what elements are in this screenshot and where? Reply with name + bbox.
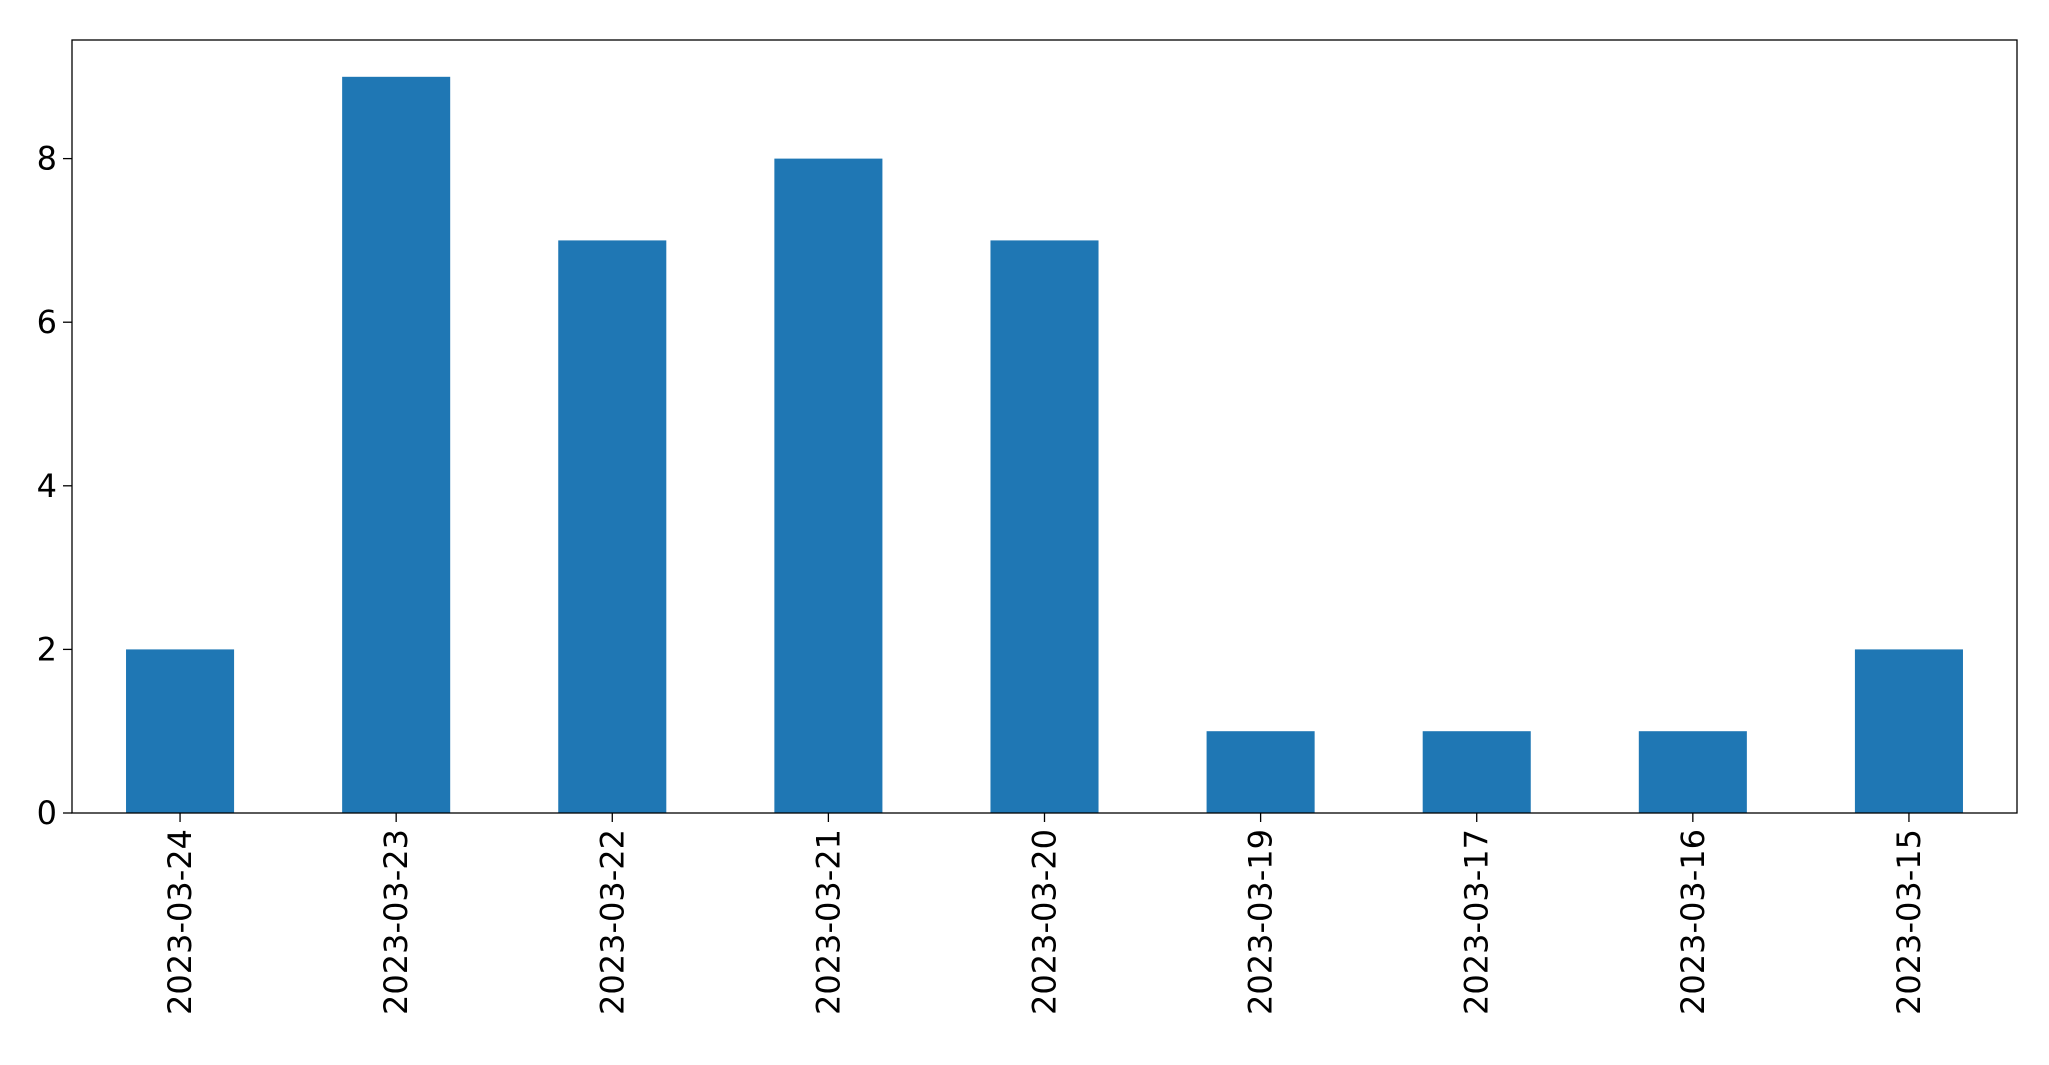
x-tick-label: 2023-03-22: [593, 829, 631, 1015]
x-axis: 2023-03-24 2023-03-23 2023-03-22 2023-03-21…: [161, 813, 1928, 1015]
x-tick-label: 2023-03-24: [161, 829, 199, 1015]
x-tick-label: 2023-03-16: [1674, 829, 1712, 1015]
bar-2023-03-22: [558, 240, 667, 813]
x-tick-label: 2023-03-20: [1026, 829, 1064, 1015]
x-tick-label: 2023-03-15: [1890, 829, 1928, 1015]
y-tick-label: 4: [37, 467, 57, 505]
y-tick-label: 0: [37, 794, 57, 832]
plot-frame: [71, 39, 2018, 814]
bar-2023-03-21: [774, 158, 883, 813]
bars-group: [126, 76, 1963, 814]
y-axis: 0 2 4 6 8: [37, 140, 72, 832]
bar-2023-03-16: [1638, 731, 1747, 813]
x-tick-label: 2023-03-17: [1458, 829, 1496, 1015]
y-tick-label: 8: [37, 140, 57, 178]
y-tick-label: 2: [37, 630, 57, 668]
bar-2023-03-24: [126, 649, 235, 813]
bar-2023-03-20: [990, 240, 1099, 813]
bar-2023-03-15: [1854, 649, 1963, 813]
bar-2023-03-17: [1422, 731, 1531, 813]
bar-2023-03-23: [342, 76, 451, 814]
x-tick-label: 2023-03-19: [1242, 829, 1280, 1015]
x-tick-label: 2023-03-23: [377, 829, 415, 1015]
x-tick-label: 2023-03-21: [809, 829, 847, 1015]
bar-2023-03-19: [1206, 731, 1315, 813]
y-tick-label: 6: [37, 303, 57, 341]
